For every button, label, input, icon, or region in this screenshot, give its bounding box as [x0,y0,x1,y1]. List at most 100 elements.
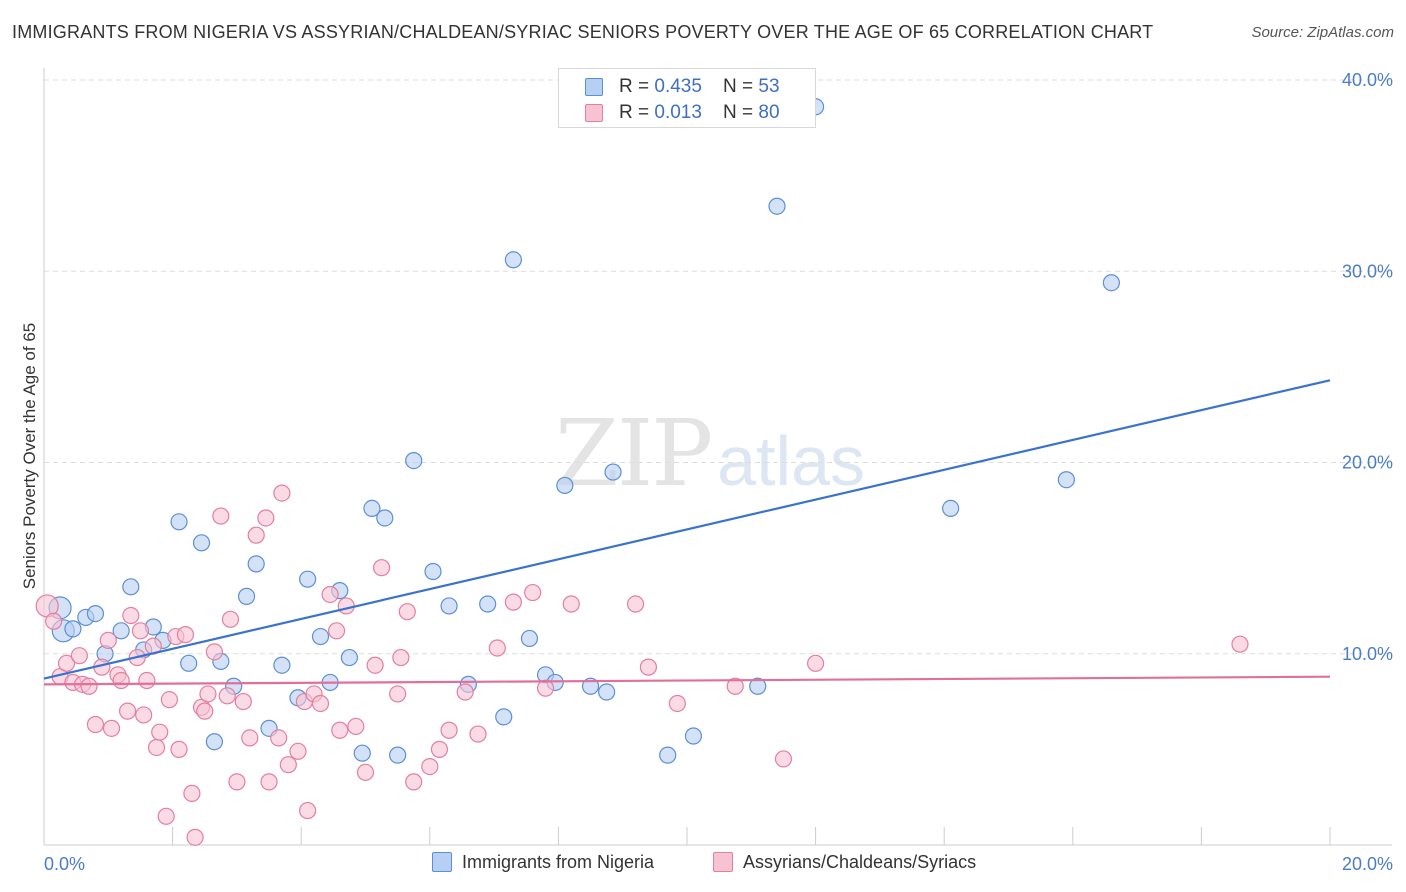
assyrian-point [260,773,278,791]
legend-swatch-blue [585,78,603,96]
nigeria-point [1102,274,1120,292]
bottom-legend-swatch-blue [432,852,452,872]
nigeria-point [581,677,600,695]
assyrian-point [212,507,230,525]
assyrian-point [221,610,240,628]
assyrian-point [160,691,178,709]
x-tick-label-min: 0.0% [44,854,85,874]
assyrian-point [196,702,214,720]
assyrian-point [430,740,449,758]
assyrian-point [1231,635,1249,653]
y-tick-label: 30.0% [1342,261,1393,281]
assyrian-point [405,773,423,791]
legend-swatch-pink [585,104,603,122]
assyrian-point [626,595,645,613]
assyrian-point [806,654,825,672]
legend-r-label-assyrian: R = [619,102,655,123]
legend-r-value-nigeria: 0.435 [654,76,702,97]
source-credit: Source: ZipAtlas.com [1251,24,1394,41]
nigeria-point [273,656,291,674]
nigeria-point [424,562,442,581]
assyrian-point [469,725,487,743]
assyrian-point [186,828,204,846]
nigeria-point [205,733,223,751]
assyrian-point [183,784,201,802]
nigeria-point [659,746,677,764]
assyrian-point [392,648,410,667]
nigeria-point [942,499,960,517]
nigeria-point [353,744,371,762]
bottom-legend-assyrian[interactable]: Assyrians/Chaldeans/Syriacs [713,852,976,873]
bottom-legend-nigeria[interactable]: Immigrants from Nigeria [432,852,654,873]
assyrian-point [421,757,439,776]
y-tick-label: 40.0% [1342,70,1393,90]
assyrian-point [668,694,686,713]
assyrian-point [45,612,63,630]
nigeria-point [1057,471,1075,489]
assyrian-point [102,719,121,737]
legend-n-label-assyrian: N = [723,102,759,123]
assyrian-point [247,526,265,544]
assyrian-point [398,603,416,621]
assyrian-point [536,679,555,697]
assyrian-point [99,631,117,649]
assyrian-point [562,595,580,613]
nigeria-point [440,597,458,615]
nigeria-point [389,746,407,764]
legend-text-assyrian: R = 0.013 N = 80 [619,102,780,124]
assyrian-point [112,671,130,690]
nigeria-point [684,727,703,745]
assyrian-point [228,773,246,791]
nigeria-point [112,622,130,640]
chart-title: IMMIGRANTS FROM NIGERIA VS ASSYRIAN/CHAL… [12,22,1154,42]
assyrian-point [488,639,506,657]
assyrian-point [366,656,384,674]
nigeria-point [180,654,198,672]
assyrian-point [86,715,105,734]
assyrian-point [138,671,156,690]
legend-n-label-nigeria: N = [723,76,759,97]
assyrian-point [639,658,658,676]
nigeria-point [604,463,622,481]
assyrian-point [70,647,88,665]
nigeria-point [479,595,497,613]
legend-box: R = 0.435 N = 53 R = 0.013 N = 80 [558,68,816,128]
assyrian-point [726,677,744,695]
nigeria-point [192,534,211,552]
assyrian-point [774,750,793,768]
assyrian-point [337,597,355,615]
legend-r-label-nigeria: R = [619,76,655,97]
nigeria-point [247,555,265,573]
nigeria-point [556,476,574,495]
legend-text-nigeria: R = 0.435 N = 53 [619,76,780,98]
assyrian-point [299,801,317,820]
assyrian-point [289,742,307,760]
nigeria-point [598,683,616,701]
nigeria-point [520,629,539,648]
assyrian-point [234,692,252,711]
nigeria-point [376,509,394,527]
y-tick-label: 10.0% [1342,644,1393,664]
bottom-legend-swatch-pink [713,852,733,872]
nigeria-trend-line [43,379,1331,680]
assyrian-point [270,729,288,747]
nigeria-point [299,570,317,588]
assyrian-point [131,622,150,640]
assyrian-point [170,740,188,758]
assyrian-point [135,706,153,724]
nigeria-point [340,648,359,667]
nigeria-point [311,627,330,646]
nigeria-point [64,620,82,638]
y-tick-label: 20.0% [1342,453,1393,473]
assyrian-point [321,585,339,604]
assyrian-point [456,683,474,701]
assyrian-point [257,509,275,527]
nigeria-point [237,587,256,605]
assyrian-point [122,606,140,625]
assyrian-point [273,484,291,502]
assyrian-point [331,721,349,739]
nigeria-point [768,197,786,215]
assyrian-point [80,677,98,695]
assyrian-point [147,738,166,757]
